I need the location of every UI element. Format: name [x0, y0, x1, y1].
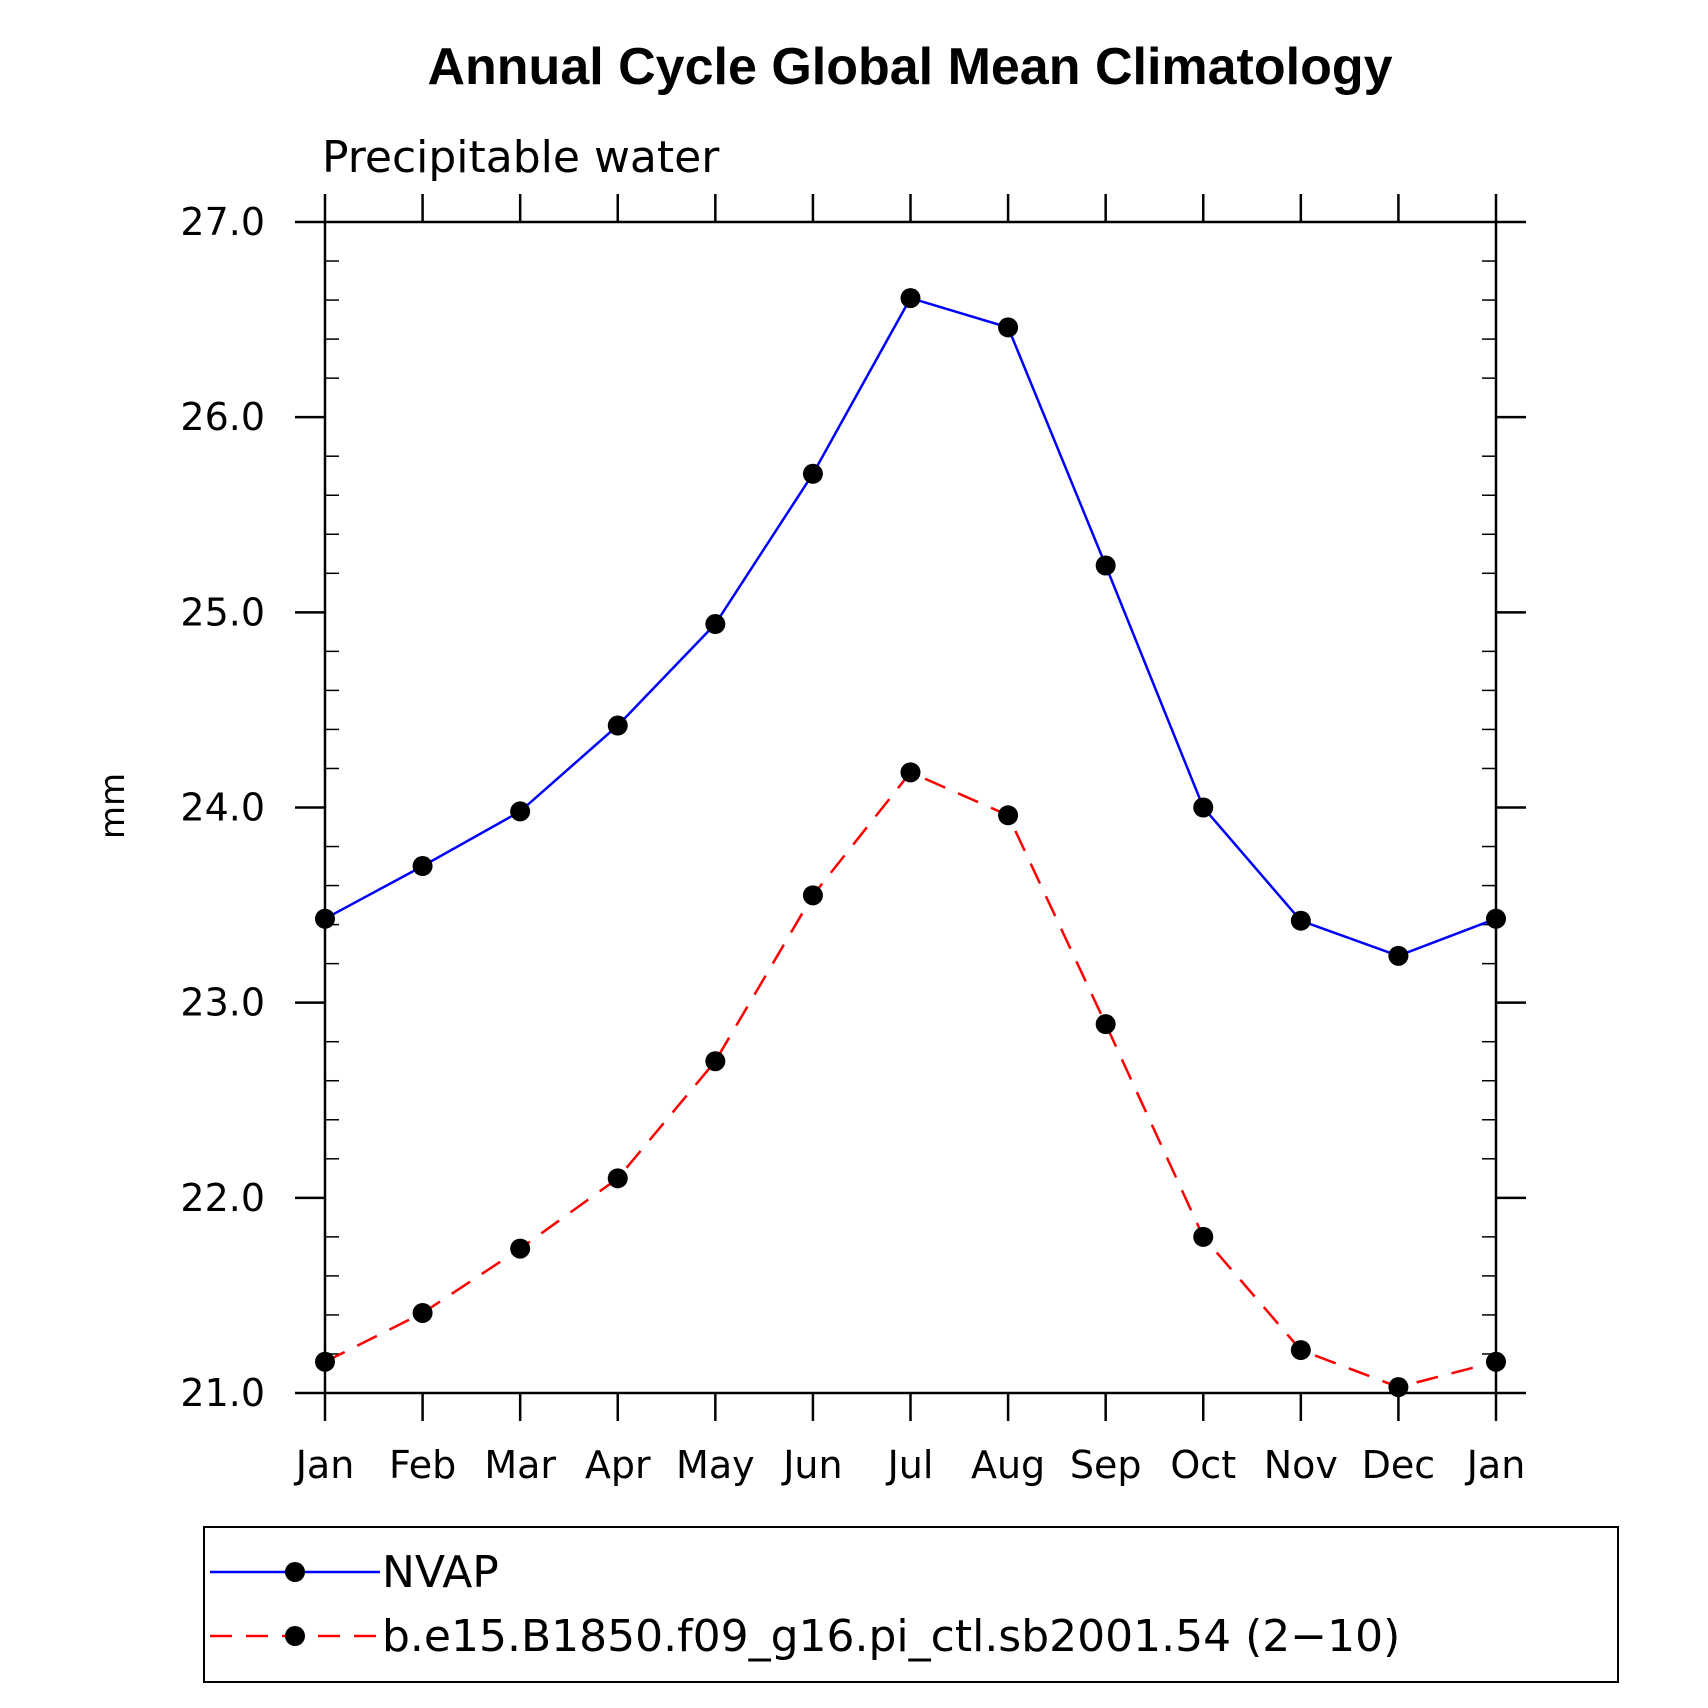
x-tick-label: Feb [389, 1443, 456, 1487]
x-tick-labels: Jan Feb Mar Apr May Jun Jul Aug Sep Oct Nov Dec Jan [294, 1443, 1526, 1487]
y-tick-label: 22.0 [180, 1176, 265, 1220]
y-tick-label: 21.0 [180, 1371, 265, 1415]
series-lines [324, 296, 1497, 1389]
x-tick-label: Jan [1465, 1443, 1526, 1487]
data-point-series-0 [705, 614, 726, 635]
data-point-series-0 [998, 317, 1019, 338]
chart-title: Annual Cycle Global Mean Climatology [427, 38, 1392, 96]
data-point-series-0 [1486, 908, 1506, 929]
plot-area [323, 220, 1498, 1395]
x-tick-label: Oct [1170, 1443, 1236, 1487]
x-tick-label: Mar [484, 1443, 556, 1487]
legend-marker-nvap [285, 1562, 305, 1582]
data-point-series-1 [412, 1302, 433, 1323]
legend: NVAP b.e15.B1850.f09_g16.pi_ctl.sb2001.5… [203, 1526, 1619, 1683]
data-point-series-1 [998, 805, 1019, 826]
data-point-series-1 [705, 1051, 726, 1072]
y-tick-label: 24.0 [180, 786, 265, 830]
legend-box [203, 1526, 1619, 1683]
x-tick-label: May [676, 1443, 755, 1487]
series-line-0 [324, 296, 1497, 958]
data-point-series-1 [315, 1351, 335, 1372]
legend-label-model: b.e15.B1850.f09_g16.pi_ctl.sb2001.54 (2−… [382, 1611, 1400, 1662]
legend-label-nvap: NVAP [382, 1547, 499, 1598]
x-tick-label: Sep [1070, 1443, 1142, 1487]
y-tick-label: 26.0 [180, 395, 265, 439]
x-tick-label: Aug [971, 1443, 1045, 1487]
x-tick-label: Jan [294, 1443, 355, 1487]
series-line-1 [324, 770, 1497, 1389]
legend-marker-model [285, 1626, 305, 1646]
data-point-series-1 [1290, 1340, 1311, 1361]
data-point-series-0 [1290, 910, 1311, 931]
data-point-series-1 [1486, 1351, 1506, 1372]
x-tick-label: Nov [1264, 1443, 1338, 1487]
series-markers [315, 288, 1506, 1398]
y-tick-label: 27.0 [180, 200, 265, 244]
y-tick-label: 25.0 [180, 590, 265, 634]
data-point-series-0 [315, 908, 335, 929]
data-point-series-1 [802, 885, 823, 906]
x-tick-label: Apr [585, 1443, 651, 1487]
data-point-series-1 [1388, 1377, 1409, 1398]
data-point-series-1 [1095, 1014, 1116, 1035]
x-tick-label: Jun [781, 1443, 842, 1487]
data-point-series-0 [510, 801, 531, 822]
x-tick-label: Jul [886, 1443, 934, 1487]
data-point-series-0 [1388, 945, 1409, 966]
plot-frame [323, 220, 1498, 1395]
data-point-series-0 [900, 288, 921, 309]
data-point-series-1 [607, 1168, 628, 1189]
data-point-series-1 [1193, 1226, 1214, 1247]
data-point-series-0 [802, 463, 823, 484]
data-point-series-0 [1095, 555, 1116, 576]
data-point-series-0 [607, 715, 628, 736]
y-tick-labels: 21.0 22.0 23.0 24.0 25.0 26.0 27.0 [180, 200, 265, 1415]
data-point-series-0 [1193, 797, 1214, 818]
y-axis-label: mm [93, 773, 133, 839]
data-point-series-1 [510, 1238, 531, 1259]
chart-subtitle: Precipitable water [322, 132, 720, 183]
x-tick-label: Dec [1362, 1443, 1436, 1487]
y-tick-label: 23.0 [180, 981, 265, 1025]
axis-ticks [295, 194, 1526, 1421]
data-point-series-1 [900, 762, 921, 783]
data-point-series-0 [412, 856, 433, 877]
